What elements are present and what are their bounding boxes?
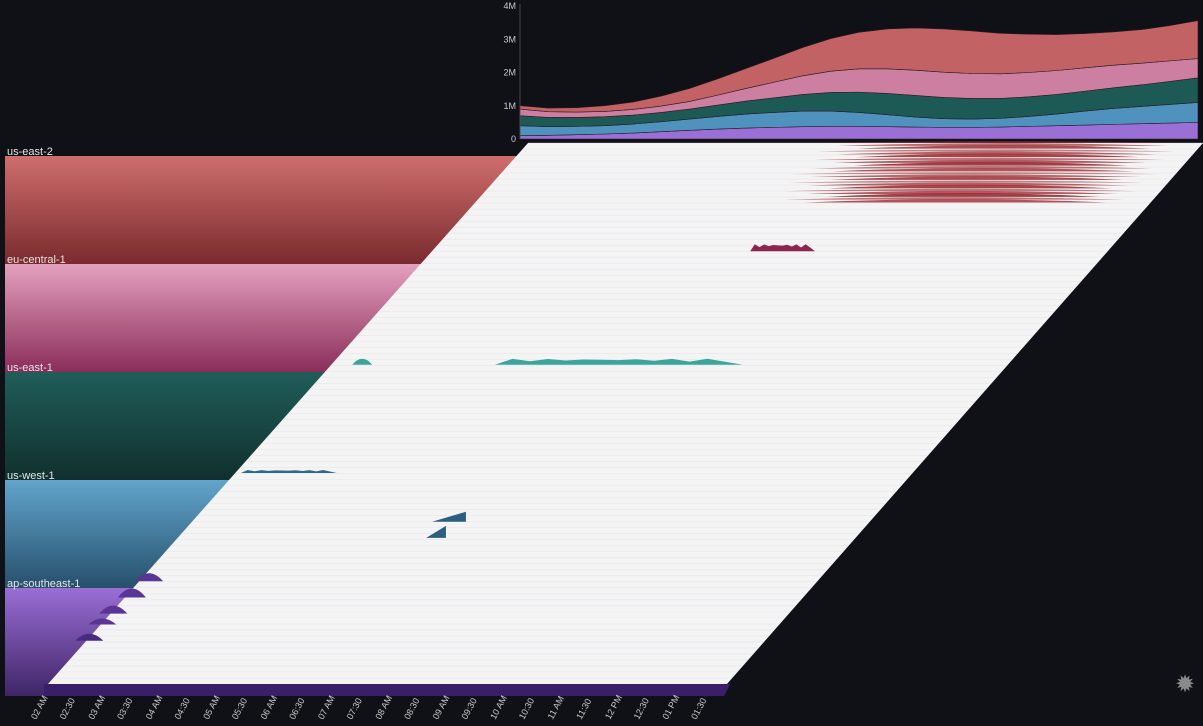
time-tick-label: 04:30 xyxy=(172,696,191,721)
time-tick-label: 08 AM xyxy=(373,694,394,721)
surface-feature-us-east-1-ridge xyxy=(494,358,743,365)
time-tick-label: 07 AM xyxy=(316,694,337,721)
surface-feature-us-east-2-dense xyxy=(815,149,1175,152)
time-tick-label: 09 AM xyxy=(431,694,452,721)
surface-feature-ap-southeast-1-floor xyxy=(44,684,731,696)
time-tick-label: 12:30 xyxy=(632,696,651,721)
summary-area-chart xyxy=(519,4,1199,140)
summary-y-tick-label: 0 xyxy=(511,134,516,144)
surface-feature-ap-southeast-1-peak xyxy=(135,573,164,582)
time-tick-label: 08:30 xyxy=(402,696,421,721)
time-tick-label: 02 AM xyxy=(29,694,50,721)
band-label-us-west-1: us-west-1 xyxy=(7,470,55,482)
surface-features xyxy=(44,141,1187,696)
surface-feature-ap-southeast-1-peak xyxy=(88,618,117,625)
summary-y-tick-label: 2M xyxy=(503,68,516,78)
surface-feature-us-east-2-dense xyxy=(826,193,1101,197)
surface-feature-us-east-2-dense xyxy=(835,151,1157,155)
time-tick-label: 01 PM xyxy=(660,693,681,721)
surface-feature-us-west-1-ridge xyxy=(240,470,337,474)
time-tick-label: 11:30 xyxy=(574,697,593,721)
summary-y-tick-label: 3M xyxy=(503,34,516,44)
surface-feature-us-east-2-dense xyxy=(788,180,1148,183)
surface-feature-us-east-2-dense xyxy=(817,141,1187,143)
time-tick-label: 10 AM xyxy=(488,694,509,721)
surface-feature-us-west-1-wedge xyxy=(426,525,446,538)
time-tick-label: 09:30 xyxy=(459,696,478,721)
surface-feature-us-east-2-dense xyxy=(828,184,1112,189)
time-tick-label: 06 AM xyxy=(259,694,280,721)
surface-feature-us-east-2-dense xyxy=(790,172,1159,175)
time-tick-label: 11 AM xyxy=(546,694,567,721)
band-label-eu-central-1: eu-central-1 xyxy=(7,254,66,266)
surface-feature-us-east-2-dense xyxy=(804,199,1107,203)
time-tick-label: 01:30 xyxy=(689,696,708,721)
time-tick-label: 02:30 xyxy=(58,696,77,721)
time-tick-label: 03 AM xyxy=(86,694,107,721)
surface-feature-us-east-2-dense xyxy=(806,190,1119,195)
surface-feature-ap-southeast-1-peak xyxy=(117,588,146,598)
band-label-us-east-2: us-east-2 xyxy=(7,146,53,158)
surface-feature-us-east-1-bump xyxy=(352,358,373,365)
surface-feature-us-east-2-dense xyxy=(837,143,1169,146)
band-labels: us-east-2 eu-central-1 us-east-1 us-west-1 a… xyxy=(7,146,80,590)
summary-area-us-east-2 xyxy=(519,20,1199,113)
time-tick-label: 05:30 xyxy=(230,696,249,721)
surface-feature-us-west-1-wedge xyxy=(432,511,466,522)
summary-y-tick-label: 1M xyxy=(503,101,516,111)
time-tick-label: 05 AM xyxy=(201,694,222,721)
surface-feature-us-east-2-dense xyxy=(853,161,1128,166)
surface-feature-us-east-2-dense xyxy=(784,197,1125,200)
surface-feature-us-east-2-dense xyxy=(810,174,1141,178)
time-tick-label: 07:30 xyxy=(345,696,364,721)
surface-feature-us-east-2-dense xyxy=(830,176,1124,180)
band-label-ap-southeast-1: ap-southeast-1 xyxy=(7,578,80,590)
summary-y-tick-label: 4M xyxy=(503,1,516,11)
time-axis: 02 AM 02:30 03 AM 03:30 04 AM 04:30 05 AM 05:30… xyxy=(29,693,709,721)
surface-feature-ap-southeast-1-peak xyxy=(75,633,104,641)
surface-feature-us-east-2-dense xyxy=(833,159,1146,163)
gear-icon[interactable]: ✹ xyxy=(1174,671,1196,698)
surface-feature-us-east-2-dense xyxy=(813,157,1164,161)
surface-feature-us-east-2-dense xyxy=(855,153,1140,158)
time-tick-label: 04 AM xyxy=(144,694,165,721)
surface-feature-us-east-2-dense xyxy=(832,168,1135,172)
time-tick-label: 03:30 xyxy=(115,696,134,721)
surface-feature-us-east-2-dense xyxy=(812,165,1153,169)
time-tick-label: 12 PM xyxy=(603,693,624,721)
band-label-us-east-1: us-east-1 xyxy=(7,362,53,374)
surface-feature-ap-southeast-1-peak xyxy=(99,605,128,614)
time-tick-label: 10:30 xyxy=(517,696,536,721)
surface-feature-us-east-2-dense xyxy=(857,145,1151,149)
surface-feature-eu-central-1-ridge xyxy=(750,244,815,252)
surface-feature-us-east-2-dense xyxy=(786,188,1137,192)
time-tick-label: 06:30 xyxy=(287,696,306,721)
summary-y-axis: 0 1M 2M 3M 4M xyxy=(503,1,516,144)
surface-feature-us-east-2-dense xyxy=(808,182,1130,186)
